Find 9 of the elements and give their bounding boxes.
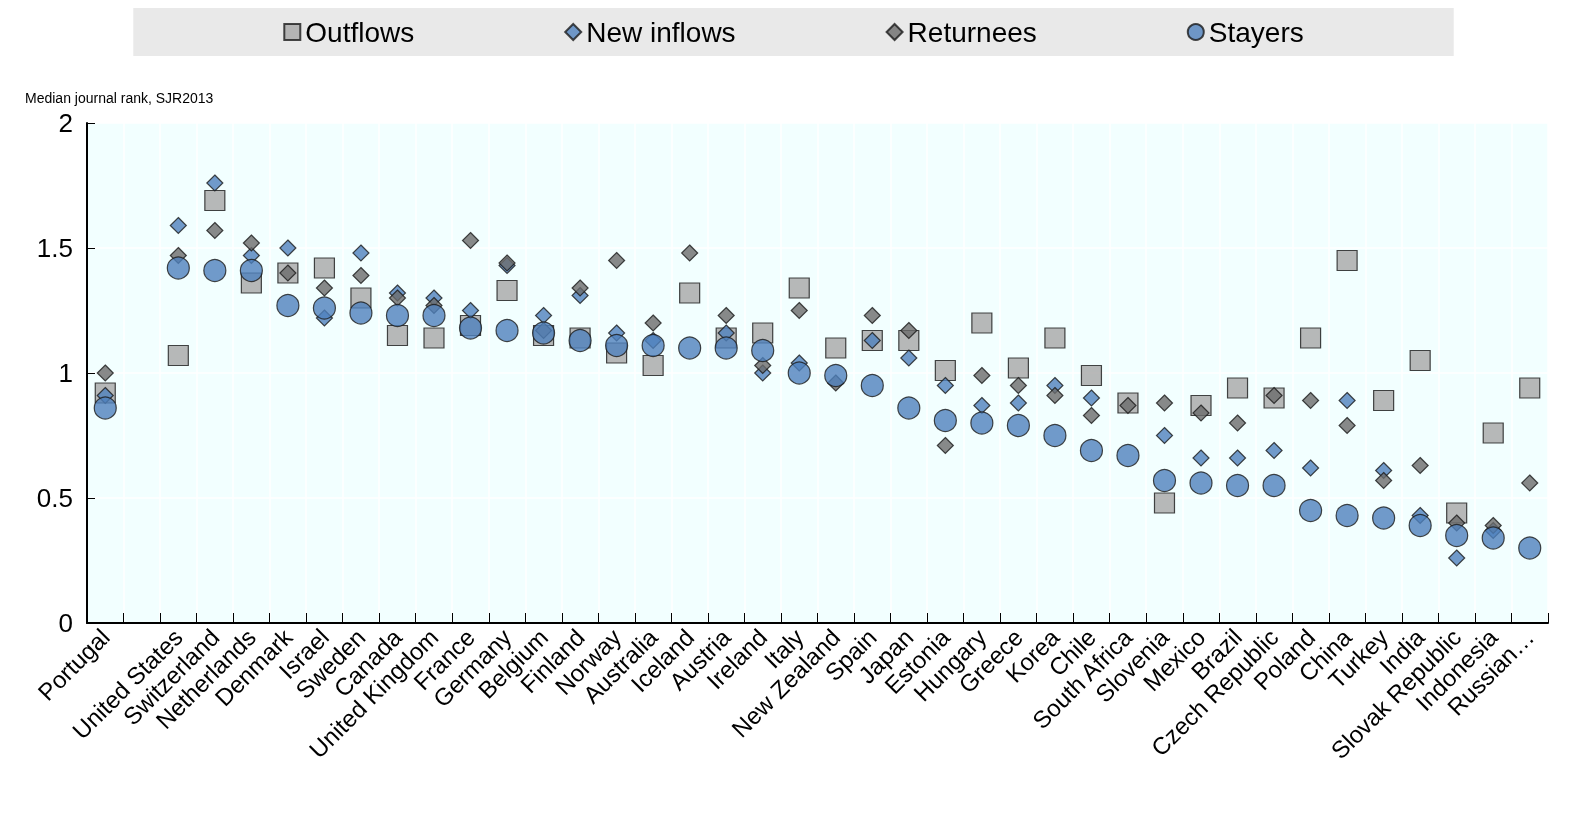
legend-label: Stayers <box>1208 16 1304 48</box>
y-tick-label: 1.5 <box>36 233 73 263</box>
legend-label: New inflows <box>586 16 736 48</box>
y-tick-label: 1 <box>58 358 73 388</box>
legend-label: Outflows <box>305 16 415 48</box>
y-tick-label: 2 <box>58 108 73 138</box>
y-axis-title: Median journal rank, SJR2013 <box>25 90 214 106</box>
y-tick-label: 0.5 <box>36 483 73 513</box>
legend-label: Returnees <box>907 16 1037 48</box>
